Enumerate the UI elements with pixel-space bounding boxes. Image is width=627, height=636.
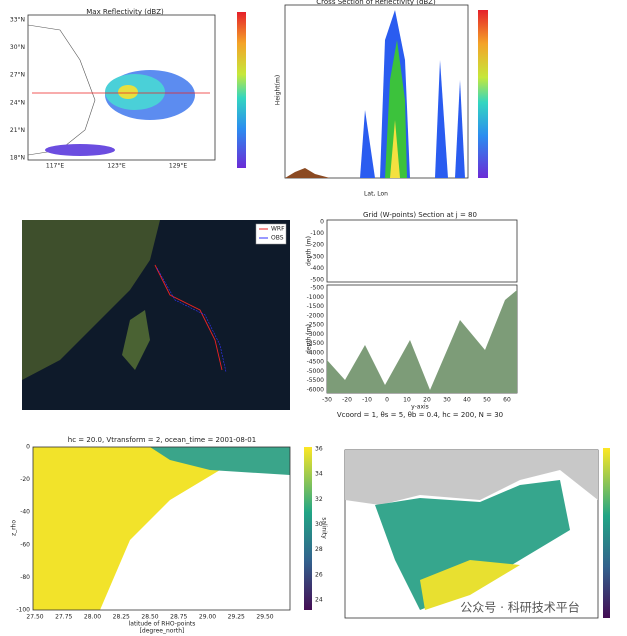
colorbar-tick-label: 24 <box>315 597 323 604</box>
gulf-map <box>344 448 610 619</box>
x-tick-label: 27.50 <box>26 614 43 621</box>
y-tick-label: -2500 <box>307 322 325 329</box>
y-tick-label: -80 <box>20 574 30 581</box>
x-units: [degree_north] <box>140 628 185 635</box>
y-tick-label: -200 <box>310 242 324 249</box>
title: Cross Section of Reflectivity (dBZ) <box>316 0 436 6</box>
y-tick-label: -500 <box>310 285 324 292</box>
x-label: latitude of RHO-points <box>129 621 196 628</box>
y-tick-label: 18°N <box>10 155 25 162</box>
y-tick-label: 24°N <box>10 99 25 106</box>
y-tick-label: -1000 <box>307 294 325 301</box>
y-tick-label: -3000 <box>307 331 325 338</box>
y-tick-label: -60 <box>20 541 30 548</box>
watermark: 公众号 · 科研技术平台 <box>460 600 579 615</box>
x-tick-label: 10 <box>403 397 411 404</box>
colorbar-tick-label: 30 <box>315 521 323 528</box>
x-tick-label: 29.00 <box>199 614 216 621</box>
y-tick-label: 33°N <box>10 17 25 24</box>
y-tick-label: -40 <box>20 509 30 516</box>
y-tick-label: -4000 <box>307 349 325 356</box>
title: Grid (W-points) Section at j = 80 <box>363 211 477 219</box>
x-tick-label: 0 <box>385 397 389 404</box>
x-label: y-axis <box>411 404 429 411</box>
y-label: depth (m) <box>306 324 313 354</box>
y-label: depth (m) <box>306 236 313 266</box>
track-map <box>22 220 290 410</box>
x-tick-label: 29.25 <box>228 614 245 621</box>
x-tick-label: 29.50 <box>256 614 273 621</box>
y-tick-label: -5500 <box>307 377 325 384</box>
colorbar-tick-label: 36 <box>315 446 323 453</box>
y-tick-label: 21°N <box>10 127 25 134</box>
x-tick-label: 28.00 <box>84 614 101 621</box>
x-tick-label: -30 <box>322 397 332 404</box>
x-tick-label: 27.75 <box>55 614 72 621</box>
y-tick-label: 30°N <box>10 44 25 51</box>
legend-entry: OBS <box>271 235 284 242</box>
colorbar-tick-label: 28 <box>315 546 323 553</box>
title: hc = 20.0, Vtransform = 2, ocean_time = … <box>68 436 256 444</box>
x-tick-label: 30 <box>443 397 451 404</box>
y-tick-label: -400 <box>310 265 324 272</box>
y-tick-label: -500 <box>310 277 324 284</box>
legend-entry: WRF <box>271 226 285 233</box>
reflectivity-map <box>27 12 246 168</box>
y-label: z_rho <box>11 520 18 536</box>
x-tick-label: 28.75 <box>170 614 187 621</box>
x-tick-label: 20 <box>423 397 431 404</box>
x-tick-label: 28.25 <box>113 614 130 621</box>
cross-section <box>284 4 488 179</box>
salinity-section <box>32 446 312 611</box>
y-tick-label: 0 <box>26 444 30 451</box>
x-tick-label: 28.50 <box>141 614 158 621</box>
y-tick-label: -100 <box>310 230 324 237</box>
colorbar-tick-label: 34 <box>315 471 323 478</box>
x-tick-label: -20 <box>342 397 352 404</box>
y-tick-label: -20 <box>20 476 30 483</box>
y-tick-label: -2000 <box>307 312 325 319</box>
x-tick-label: 117°E <box>46 163 64 170</box>
colorbar-tick-label: 26 <box>315 571 323 578</box>
y-label: Height(m) <box>275 75 282 105</box>
y-tick-label: -6000 <box>307 387 325 394</box>
x-tick-label: 40 <box>463 397 471 404</box>
title: Max Reflectivity (dBZ) <box>86 8 164 16</box>
x-tick-label: 50 <box>483 397 491 404</box>
y-tick-label: -4500 <box>307 359 325 366</box>
caption: Vcoord = 1, θs = 5, θb = 0.4, hc = 200, … <box>337 411 503 419</box>
y-tick-label: -100 <box>16 607 30 614</box>
y-tick-label: -5000 <box>307 368 325 375</box>
x-tick-label: -10 <box>362 397 372 404</box>
x-tick-label: 123°E <box>107 163 125 170</box>
y-tick-label: 0 <box>320 219 324 226</box>
y-tick-label: -300 <box>310 253 324 260</box>
grid-section <box>326 219 518 394</box>
y-tick-label: -1500 <box>307 303 325 310</box>
colorbar-tick-label: 32 <box>315 496 323 503</box>
x-label: Lat, Lon <box>364 191 388 198</box>
y-tick-label: -3500 <box>307 340 325 347</box>
y-tick-label: 27°N <box>10 72 25 79</box>
x-tick-label: 129°E <box>169 163 187 170</box>
x-tick-label: 60 <box>503 397 511 404</box>
colorbar-label: salinity <box>321 517 328 539</box>
